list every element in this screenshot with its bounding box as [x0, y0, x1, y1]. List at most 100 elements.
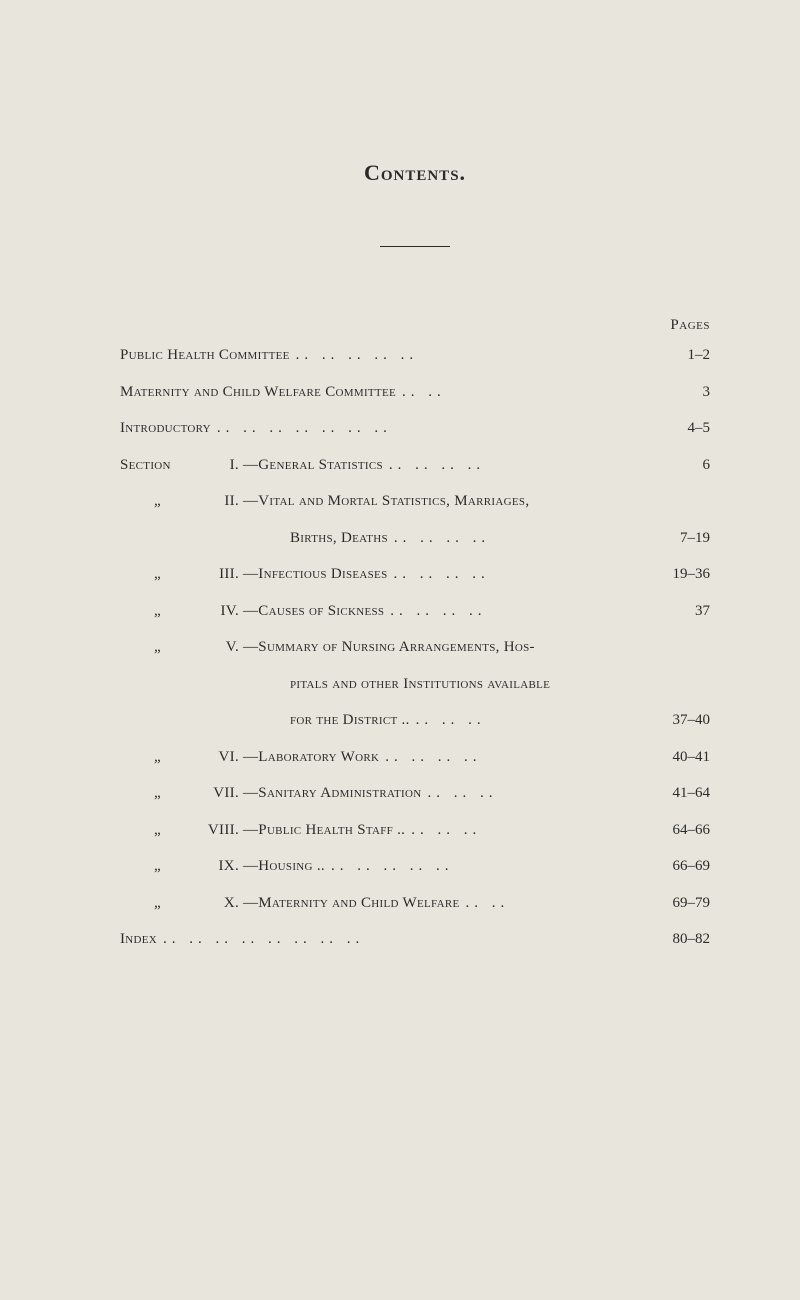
toc-continuation-label: for the District .. [120, 709, 410, 732]
toc-continuation-label: Births, Deaths [120, 527, 388, 550]
toc-leader-dots: .. .. .. [405, 819, 650, 842]
ditto-mark: „ [120, 855, 195, 878]
toc-entry-text: —Vital and Mortal Statistics, Marriages, [243, 493, 529, 509]
toc-row: „II.—Vital and Mortal Statistics, Marria… [120, 490, 710, 513]
section-prefix: Section [120, 454, 195, 477]
toc-label: „VII.—Sanitary Administration [120, 782, 421, 805]
ditto-mark: „ [120, 563, 195, 586]
toc-page-number: 37 [650, 600, 710, 623]
toc-page-number: 7–19 [650, 527, 710, 550]
toc-page-number: 66–69 [650, 855, 710, 878]
toc-entry-text: —General Statistics [243, 457, 383, 473]
toc-continuation-label: pitals and other Institutions available [120, 673, 550, 696]
toc-label: „IV.—Causes of Sickness [120, 600, 384, 623]
toc-leader-dots: .. .. .. .. .. [290, 344, 650, 367]
toc-row: SectionI.—General Statistics.. .. .. ..6 [120, 454, 710, 477]
toc-label: „VI.—Laboratory Work [120, 746, 379, 769]
section-roman: X. [195, 892, 243, 915]
toc-label: SectionI.—General Statistics [120, 454, 383, 477]
toc-row: „VI.—Laboratory Work.. .. .. ..40–41 [120, 746, 710, 769]
toc-page-number: 64–66 [650, 819, 710, 842]
toc-entry-text: Public Health Committee [120, 347, 290, 363]
toc-leader-dots: .. .. .. [410, 709, 650, 732]
ditto-mark: „ [120, 892, 195, 915]
toc-page-number: 41–64 [650, 782, 710, 805]
toc-row: Maternity and Child Welfare Committee.. … [120, 381, 710, 404]
document-page: Contents. Pages Public Health Committee.… [0, 0, 800, 1300]
pages-column-header: Pages [120, 317, 710, 334]
toc-page-number: 40–41 [650, 746, 710, 769]
toc-leader-dots: .. .. [396, 381, 650, 404]
pages-label: Pages [670, 317, 710, 334]
toc-entry-text: —Maternity and Child Welfare [243, 895, 460, 911]
toc-row: „III.—Infectious Diseases.. .. .. ..19–3… [120, 563, 710, 586]
toc-label: „III.—Infectious Diseases [120, 563, 387, 586]
section-roman: IX. [195, 855, 243, 878]
toc-page-number: 80–82 [650, 928, 710, 951]
toc-label: „II.—Vital and Mortal Statistics, Marria… [120, 490, 529, 513]
toc-page-number: 19–36 [650, 563, 710, 586]
toc-row: „V.—Summary of Nursing Arrangements, Hos… [120, 636, 710, 659]
ditto-mark: „ [120, 782, 195, 805]
toc-entry-text: —Causes of Sickness [243, 603, 384, 619]
toc-leader-dots: .. .. .. .. .. .. .. .. [157, 928, 650, 951]
ditto-mark: „ [120, 819, 195, 842]
toc-row: Public Health Committee.. .. .. .. ..1–2 [120, 344, 710, 367]
toc-row: Births, Deaths.. .. .. ..7–19 [120, 527, 710, 550]
toc-leader-dots: .. .. .. .. [379, 746, 650, 769]
section-roman: VI. [195, 746, 243, 769]
toc-label: „V.—Summary of Nursing Arrangements, Hos… [120, 636, 535, 659]
toc-row: „X.—Maternity and Child Welfare.. ..69–7… [120, 892, 710, 915]
toc-leader-dots: .. .. .. .. [388, 527, 650, 550]
toc-page-number: 6 [650, 454, 710, 477]
toc-leader-dots: .. .. .. .. [387, 563, 650, 586]
toc-label: Maternity and Child Welfare Committee [120, 381, 396, 404]
title-rule [380, 246, 450, 247]
toc-label: „IX.—Housing .. [120, 855, 325, 878]
toc-leader-dots: .. .. .. .. .. .. .. [211, 417, 650, 440]
ditto-mark: „ [120, 490, 195, 513]
toc-label: Index [120, 928, 157, 951]
toc-entry-text: Index [120, 931, 157, 947]
section-roman: VII. [195, 782, 243, 805]
toc-entry-text: —Infectious Diseases [243, 566, 387, 582]
section-roman: IV. [195, 600, 243, 623]
toc-entry-text: —Laboratory Work [243, 749, 379, 765]
ditto-mark: „ [120, 636, 195, 659]
toc-entry-text: Introductory [120, 420, 211, 436]
section-roman: V. [195, 636, 243, 659]
toc-page-number: 1–2 [650, 344, 710, 367]
toc-leader-dots: .. .. .. [421, 782, 650, 805]
toc-row: „IX.—Housing .... .. .. .. ..66–69 [120, 855, 710, 878]
toc-label: „VIII.—Public Health Staff .. [120, 819, 405, 842]
toc-page-number: 37–40 [650, 709, 710, 732]
ditto-mark: „ [120, 600, 195, 623]
toc-page-number: 3 [650, 381, 710, 404]
toc-label: Public Health Committee [120, 344, 290, 367]
toc-row: Introductory.. .. .. .. .. .. ..4–5 [120, 417, 710, 440]
toc-row: „VII.—Sanitary Administration.. .. ..41–… [120, 782, 710, 805]
section-roman: III. [195, 563, 243, 586]
ditto-mark: „ [120, 746, 195, 769]
toc-page-number: 69–79 [650, 892, 710, 915]
toc-page-number: 4–5 [650, 417, 710, 440]
toc-row: „VIII.—Public Health Staff .... .. ..64–… [120, 819, 710, 842]
toc-entry-text: —Housing .. [243, 858, 325, 874]
toc-row: Index.. .. .. .. .. .. .. ..80–82 [120, 928, 710, 951]
toc-leader-dots: .. .. .. .. [383, 454, 650, 477]
contents-title: Contents. [120, 160, 710, 186]
toc-entry-text: Maternity and Child Welfare Committee [120, 384, 396, 400]
toc-leader-dots: .. .. .. .. [384, 600, 650, 623]
toc-label: Introductory [120, 417, 211, 440]
table-of-contents: Public Health Committee.. .. .. .. ..1–2… [120, 344, 710, 951]
toc-entry-text: —Public Health Staff .. [243, 822, 405, 838]
toc-row: for the District .... .. ..37–40 [120, 709, 710, 732]
toc-label: „X.—Maternity and Child Welfare [120, 892, 460, 915]
toc-entry-text: —Summary of Nursing Arrangements, Hos- [243, 639, 535, 655]
toc-leader-dots: .. .. [460, 892, 651, 915]
toc-entry-text: —Sanitary Administration [243, 785, 421, 801]
toc-row: „IV.—Causes of Sickness.. .. .. ..37 [120, 600, 710, 623]
section-roman: II. [195, 490, 243, 513]
toc-row: pitals and other Institutions available [120, 673, 710, 696]
section-roman: I. [195, 454, 243, 477]
